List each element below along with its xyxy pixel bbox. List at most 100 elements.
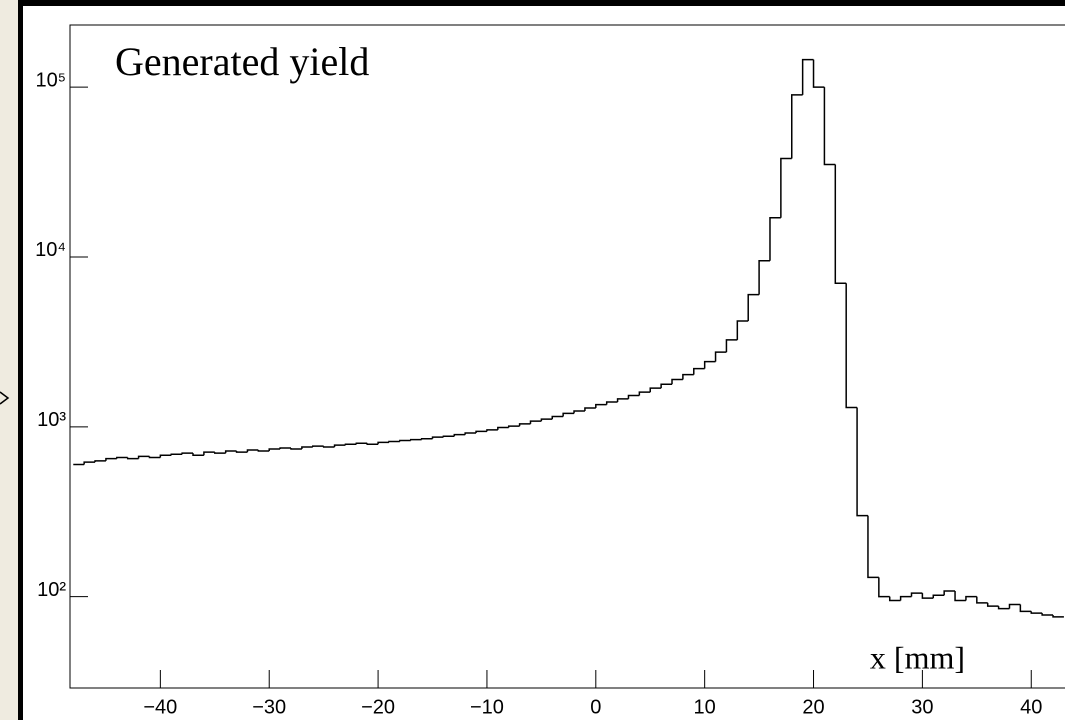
histogram-bin bbox=[126, 457, 139, 460]
histogram-bin bbox=[203, 451, 215, 456]
x-tick-label: −40 bbox=[143, 696, 177, 718]
histogram-bin bbox=[214, 452, 226, 454]
histogram-bin bbox=[420, 438, 433, 440]
histogram-bin bbox=[573, 410, 585, 414]
histogram-bin bbox=[540, 418, 553, 422]
histogram-bin bbox=[333, 444, 346, 448]
histogram-bin bbox=[409, 438, 422, 441]
histogram-bin bbox=[616, 398, 629, 402]
histogram-bin bbox=[954, 591, 966, 602]
x-tick-label: 10 bbox=[694, 696, 716, 718]
histogram-bin bbox=[453, 433, 466, 437]
histogram-bin bbox=[192, 453, 204, 457]
histogram-bin bbox=[921, 593, 934, 599]
histogram-bin bbox=[605, 401, 618, 405]
histogram-bin bbox=[986, 602, 999, 607]
histogram-bin bbox=[105, 457, 117, 461]
border-left bbox=[18, 0, 23, 720]
histogram-bin bbox=[801, 58, 814, 95]
histogram-bin bbox=[1008, 603, 1021, 609]
x-axis-label: x [mm] bbox=[870, 639, 965, 675]
border-top bbox=[20, 0, 1065, 6]
histogram-bin bbox=[888, 596, 901, 602]
histogram-bin bbox=[649, 387, 662, 393]
histogram-bin bbox=[83, 461, 96, 465]
histogram-bin bbox=[976, 596, 988, 604]
histogram-bin bbox=[442, 435, 455, 438]
histogram-bin bbox=[899, 595, 912, 601]
histogram-bin bbox=[246, 449, 259, 453]
histogram-bin bbox=[638, 391, 651, 396]
histogram-bin bbox=[159, 454, 172, 458]
histogram-bin bbox=[518, 423, 531, 427]
y-tick-label: 10² bbox=[37, 579, 66, 601]
histogram-bin bbox=[562, 412, 575, 417]
histogram-bin bbox=[780, 157, 792, 218]
plot-frame bbox=[69, 24, 1065, 689]
histogram-bin bbox=[1030, 611, 1043, 614]
histogram-bin bbox=[845, 283, 858, 409]
histogram-bin bbox=[290, 448, 302, 450]
histogram-bin bbox=[627, 394, 640, 399]
x-tick-label: −20 bbox=[361, 696, 395, 718]
histogram-bin bbox=[181, 452, 194, 455]
histogram-bin bbox=[355, 442, 368, 445]
histogram-bin bbox=[910, 592, 923, 597]
histogram-bin bbox=[344, 443, 357, 446]
histogram-bin bbox=[834, 164, 847, 285]
histogram-bin bbox=[584, 407, 596, 411]
histogram-bin bbox=[660, 383, 673, 389]
histogram-bin bbox=[932, 594, 945, 599]
histogram-bin bbox=[116, 456, 128, 459]
histogram-bin bbox=[867, 515, 879, 579]
histogram-bin bbox=[812, 59, 825, 88]
histogram-bin bbox=[595, 403, 607, 409]
histogram-bin bbox=[943, 590, 956, 596]
histogram-bin bbox=[399, 439, 411, 442]
histogram-bin bbox=[997, 606, 1010, 610]
x-tick-label: −10 bbox=[470, 696, 504, 718]
histogram-bin bbox=[856, 407, 868, 517]
histogram-bin bbox=[965, 595, 977, 601]
histogram-bin bbox=[507, 425, 520, 428]
histogram-bin bbox=[377, 441, 389, 445]
y-tick-label: 10⁵ bbox=[35, 69, 66, 91]
histogram-bin bbox=[279, 447, 291, 450]
histogram-bin bbox=[486, 429, 498, 432]
histogram-bin bbox=[148, 456, 161, 459]
histogram-bin bbox=[703, 360, 716, 369]
x-tick-label: 30 bbox=[911, 696, 933, 718]
histogram-bin bbox=[268, 448, 281, 452]
histogram-bin bbox=[769, 217, 781, 261]
histogram-bin bbox=[94, 460, 106, 463]
histogram-bin bbox=[529, 420, 542, 424]
histogram-bin bbox=[747, 293, 760, 321]
histogram-bin bbox=[431, 436, 444, 439]
histogram-bin bbox=[388, 440, 400, 443]
histogram-bin bbox=[312, 445, 324, 448]
histogram-bin bbox=[170, 453, 183, 456]
histogram-bin bbox=[464, 432, 477, 435]
cursor-arrow bbox=[0, 391, 10, 405]
histogram-bin bbox=[497, 426, 509, 430]
histogram-bin bbox=[693, 367, 705, 375]
histogram-bin bbox=[322, 446, 335, 448]
histogram-bin bbox=[235, 451, 248, 453]
histogram-bin bbox=[1052, 615, 1064, 618]
histogram-bin bbox=[714, 351, 727, 362]
histogram-bin bbox=[551, 415, 564, 420]
histogram-bin bbox=[1019, 604, 1032, 613]
canvas bbox=[20, 4, 1065, 720]
histogram-bin bbox=[823, 87, 836, 166]
histogram-bin bbox=[682, 373, 694, 380]
x-tick-label: 40 bbox=[1020, 696, 1042, 718]
histogram-bin bbox=[137, 455, 150, 459]
histogram-bin bbox=[301, 446, 313, 450]
histogram-bin bbox=[758, 259, 770, 295]
x-tick-label: 20 bbox=[802, 696, 824, 718]
histogram-bin bbox=[878, 577, 890, 598]
histogram-bin bbox=[736, 320, 749, 340]
histogram-bin bbox=[1041, 613, 1054, 616]
